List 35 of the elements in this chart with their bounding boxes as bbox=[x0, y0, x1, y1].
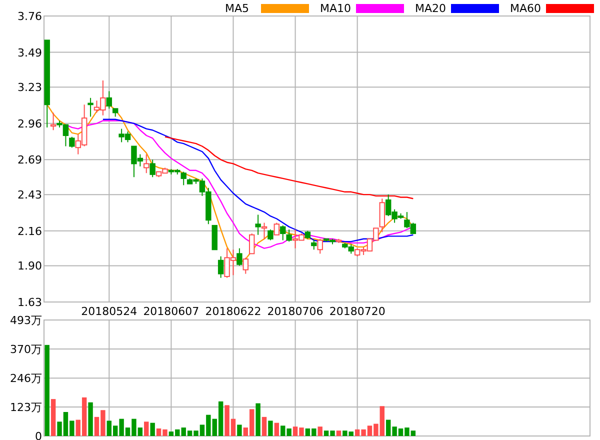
legend-label: MA60 bbox=[510, 2, 542, 15]
bar bbox=[44, 344, 50, 436]
y-tick-label: 1.90 bbox=[18, 260, 42, 273]
bar bbox=[144, 422, 149, 436]
y-tick-label: 2.43 bbox=[18, 188, 42, 202]
bar bbox=[262, 416, 267, 436]
x-tick-label: 20180720 bbox=[329, 305, 386, 318]
y-tick-label: 246万 bbox=[10, 372, 42, 386]
y-tick-label: 3.23 bbox=[18, 81, 42, 94]
y-tick-label: 2.69 bbox=[18, 154, 42, 167]
bar bbox=[268, 420, 273, 436]
x-tick-label: 20180607 bbox=[143, 305, 200, 318]
y-tick-label: 370万 bbox=[10, 342, 42, 356]
y-tick-label: 3.49 bbox=[18, 46, 42, 60]
bar bbox=[50, 399, 56, 436]
x-tick-label: 20180706 bbox=[267, 305, 324, 318]
y-tick-label: 123万 bbox=[10, 401, 42, 414]
bar bbox=[88, 402, 93, 436]
legend-label: MA5 bbox=[225, 2, 250, 15]
bar bbox=[237, 424, 242, 436]
legend-label: MA20 bbox=[415, 2, 446, 15]
x-tick-label: 20180622 bbox=[205, 305, 262, 318]
y-tick-label: 3.76 bbox=[18, 10, 42, 23]
bar bbox=[336, 430, 342, 436]
legend-label: MA10 bbox=[320, 2, 352, 15]
bar bbox=[318, 426, 322, 436]
x-tick-label: 20180524 bbox=[81, 305, 138, 318]
y-tick-label: 1.63 bbox=[18, 296, 42, 309]
y-tick-label: 2.16 bbox=[18, 224, 42, 238]
bar bbox=[274, 422, 280, 436]
y-tick-label: 2.96 bbox=[18, 117, 42, 130]
y-tick-label: 493万 bbox=[10, 314, 42, 327]
bar bbox=[150, 422, 155, 436]
y-tick-label: 0 bbox=[35, 430, 42, 440]
bar bbox=[256, 403, 260, 436]
